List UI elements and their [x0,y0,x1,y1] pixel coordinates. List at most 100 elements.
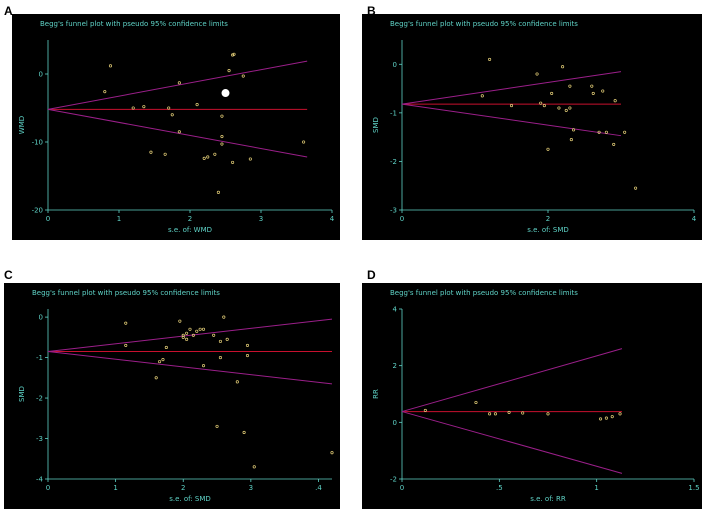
study-point [488,412,492,416]
y-tick-label: 4 [393,306,398,314]
study-point [216,190,220,194]
study-point [232,52,236,56]
y-tick-label: -2 [390,476,397,484]
study-point [195,329,199,333]
study-point [215,424,219,428]
study-point [546,147,550,151]
x-tick-label: 1.5 [688,484,699,492]
study-point [177,130,181,134]
x-tick-label: 1 [594,484,598,492]
study-point [154,376,158,380]
study-point [601,89,605,93]
y-axis-label: SMD [372,117,380,133]
study-point [170,113,174,117]
study-point [185,331,189,335]
study-point [507,410,511,414]
x-tick-label: .4 [315,484,322,492]
study-point [177,81,181,85]
study-point [564,108,568,112]
study-point [235,380,239,384]
study-point [242,430,246,435]
study-point [124,321,128,325]
x-tick-label: 3 [259,215,263,223]
study-point [164,345,168,350]
study-point [212,333,216,337]
study-point [181,335,185,339]
study-point [612,142,616,146]
y-axis-label: SMD [18,386,26,402]
study-point [604,130,608,134]
study-point [610,415,614,419]
lower-confidence-limit [47,108,308,158]
plot-background [4,283,340,509]
study-point [330,451,334,455]
x-tick-label: 1 [113,484,117,492]
study-point [509,104,514,108]
funnel-plot-a: Begg's funnel plot with pseudo 95% confi… [12,14,340,240]
x-axis-label: s.e. of: SMD [527,226,569,234]
study-point [218,339,222,343]
study-point [591,91,595,95]
y-tick-label: 0 [393,61,397,69]
study-point [188,327,192,331]
plot-title: Begg's funnel plot with pseudo 95% confi… [32,289,220,297]
study-point [178,319,182,323]
study-point [220,135,224,139]
y-tick-label: -1 [36,354,43,362]
y-tick-label: -3 [36,435,43,443]
upper-confidence-limit [401,348,623,413]
study-point [167,106,171,110]
y-tick-label: 2 [393,362,397,370]
study-point [103,90,107,94]
study-point [163,152,167,156]
study-point [124,343,128,347]
study-point [198,327,202,331]
study-point [131,106,135,110]
y-tick-label: -1 [390,109,397,117]
plot-background [362,283,702,509]
study-point [599,417,603,421]
study-point [241,74,245,78]
study-point [225,337,229,341]
study-point [231,160,235,164]
study-point [206,155,210,159]
upper-confidence-limit [47,60,308,110]
x-tick-label: 1 [117,215,121,223]
x-tick-label: 2 [181,484,185,492]
study-point [539,101,543,105]
study-point [550,91,554,95]
study-point [195,103,199,107]
study-point [158,360,162,364]
x-tick-label: 0 [400,484,404,492]
study-point [142,105,146,109]
x-tick-label: 4 [692,215,697,223]
y-tick-label: 0 [39,71,43,79]
study-point [488,57,492,61]
study-point [108,64,113,68]
x-tick-label: 0 [400,215,404,223]
lower-confidence-limit [401,103,622,137]
y-tick-label: 0 [39,314,43,322]
x-axis-label: s.e. of: RR [530,495,566,503]
study-point [613,99,617,103]
funnel-plot-d: Begg's funnel plot with pseudo 95% confi… [362,283,702,509]
study-point [245,343,250,347]
x-tick-label: 2 [546,215,550,223]
panel-letter-c: C [4,268,13,282]
study-point [252,465,256,469]
y-axis-label: RR [372,389,380,399]
study-point [521,411,525,415]
study-point [590,84,594,88]
study-point [185,337,189,341]
study-point [191,333,195,337]
study-point [568,84,572,88]
upper-confidence-limit [401,71,622,105]
study-point [161,358,165,362]
study-point [202,156,206,160]
highlighted-study-point [221,89,230,98]
x-tick-label: .5 [496,484,503,492]
x-axis-label: s.e. of: WMD [168,226,212,234]
study-point [535,72,539,76]
study-point [546,412,550,416]
x-tick-label: 3 [249,484,253,492]
